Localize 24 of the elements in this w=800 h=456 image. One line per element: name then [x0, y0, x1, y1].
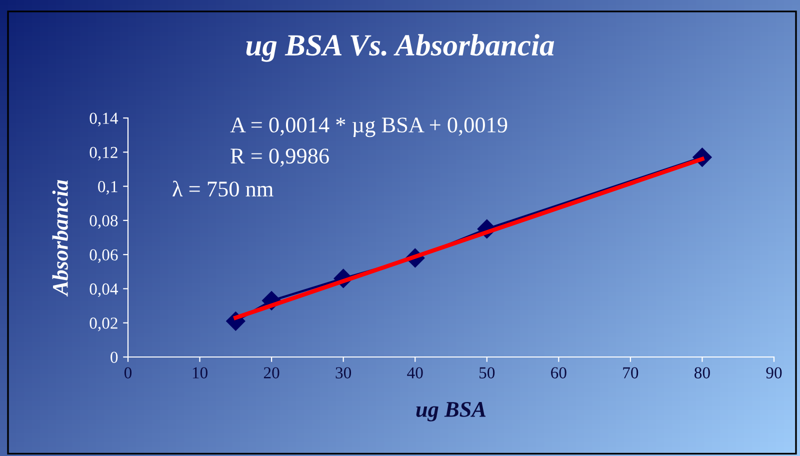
x-tick-label: 60	[551, 367, 566, 378]
y-tick-label: 0,1	[98, 180, 118, 195]
x-tick-label: 40	[407, 367, 423, 378]
x-tick-label: 0	[124, 367, 132, 378]
x-tick-label: 90	[766, 367, 782, 378]
chart-title: ug BSA Vs. Absorbancia	[246, 34, 554, 62]
x-tick-label: 80	[694, 367, 710, 378]
y-tick-label: 0	[110, 352, 118, 363]
annotation: λ = 750 nm	[172, 180, 274, 197]
annotation: R = 0,9986	[230, 148, 329, 167]
x-tick-label: 20	[264, 367, 280, 378]
x-tick-label: 10	[192, 367, 208, 378]
y-tick-label: 0,12	[90, 146, 118, 160]
y-tick-label: 0,14	[90, 112, 118, 126]
y-axis-title: Absorbancia	[52, 180, 68, 297]
y-tick-label: 0,02	[90, 318, 118, 332]
y-tick-label: 0,06	[90, 249, 118, 263]
x-tick-label: 30	[336, 367, 352, 378]
x-tick-label: 50	[480, 367, 495, 378]
x-tick-label: 70	[623, 367, 638, 378]
annotation: A = 0,0014 * µg BSA + 0,0019	[230, 118, 508, 138]
x-axis-title: ug BSA	[416, 402, 486, 422]
y-tick-label: 0,08	[90, 215, 118, 229]
y-tick-label: 0,04	[90, 283, 118, 298]
